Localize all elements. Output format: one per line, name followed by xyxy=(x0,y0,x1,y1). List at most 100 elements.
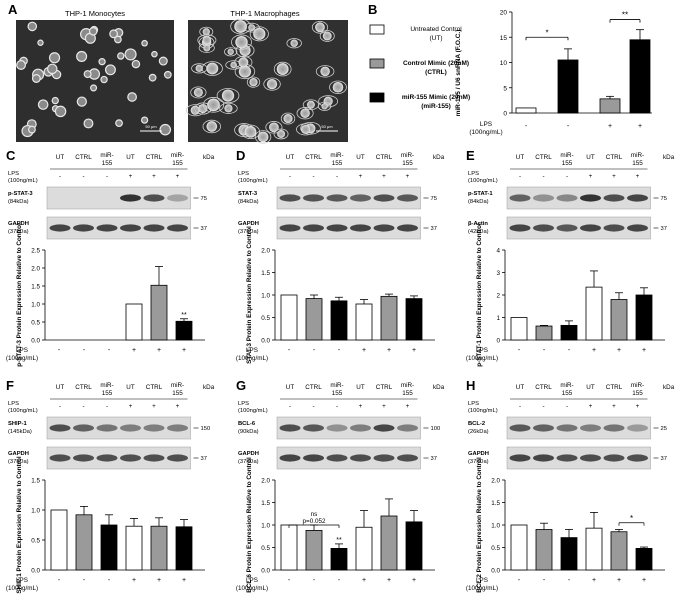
cell xyxy=(224,47,238,57)
lane-label: UT xyxy=(516,384,525,391)
panel-letter: E xyxy=(466,148,475,163)
blot-band xyxy=(326,224,348,232)
lps-sign: - xyxy=(83,347,86,354)
marker-label: 37 xyxy=(201,226,207,232)
y-tick-label: 1.0 xyxy=(261,292,270,299)
blot-band xyxy=(279,194,301,202)
blot-band xyxy=(397,424,418,432)
lane-lps-sign: - xyxy=(59,173,61,180)
blot-kda-label: (90kDa) xyxy=(238,429,259,435)
cell-body xyxy=(33,75,40,82)
blot-band xyxy=(49,424,71,432)
blot-band xyxy=(73,424,94,432)
bar xyxy=(380,295,398,341)
panel-g: G UT-CTRL-miR-155-UT+CTRL+miR-155+kDaLPS(… xyxy=(236,378,445,593)
bar xyxy=(305,298,323,341)
cell-body xyxy=(221,89,235,102)
lps-sign: + xyxy=(642,577,646,584)
cell-body xyxy=(332,81,344,93)
legend-swatch-ctrl xyxy=(369,58,385,69)
blot-protein-label: p-STAT-3 xyxy=(8,191,33,197)
lps-sign: + xyxy=(132,577,136,584)
bar xyxy=(535,325,553,341)
blot-band xyxy=(533,424,554,432)
y-tick-label: 0 xyxy=(496,337,500,344)
lane-label: 155 xyxy=(172,160,183,167)
cell-body xyxy=(115,36,121,43)
micrograph-right-title: THP-1 Macrophages xyxy=(230,9,299,18)
cell xyxy=(246,76,261,88)
cell-body xyxy=(128,93,136,101)
bar xyxy=(510,317,528,341)
blot-kda-label: (37kDa) xyxy=(238,229,259,235)
lps-sign: - xyxy=(58,577,61,584)
marker-label: 75 xyxy=(661,196,667,202)
bar xyxy=(75,514,93,571)
blot-band xyxy=(533,454,554,462)
lane-lps-sign: + xyxy=(152,173,156,180)
lane-label: 155 xyxy=(102,160,113,167)
lps-sign: - xyxy=(567,123,570,130)
blot-band xyxy=(373,424,395,432)
blot-band xyxy=(350,224,371,232)
lps-header-label: (100ng/mL) xyxy=(8,408,38,414)
marker-label: 37 xyxy=(431,456,437,462)
kda-label: kDa xyxy=(433,154,445,161)
panel-letter: D xyxy=(236,148,245,163)
panel-h: H UT-CTRL-miR-155-UT+CTRL+miR-155+kDaLPS(… xyxy=(466,378,675,593)
lane-label: 155 xyxy=(632,160,643,167)
cell-body xyxy=(84,71,91,77)
blot-band xyxy=(509,454,531,462)
lps-sign: - xyxy=(83,577,86,584)
lps-sign: - xyxy=(313,577,316,584)
marker-label: 150 xyxy=(201,426,211,432)
lane-label: CTRL xyxy=(606,154,623,161)
lane-label: UT xyxy=(56,384,65,391)
x-lps-label: LPS xyxy=(476,347,488,354)
cell-body xyxy=(39,100,48,109)
cell-body xyxy=(38,40,43,45)
lane-lps-sign: + xyxy=(406,173,410,180)
lane-lps-sign: + xyxy=(176,173,180,180)
lane-lps-sign: - xyxy=(336,173,338,180)
lps-header-label: LPS xyxy=(238,171,249,177)
lane-lps-sign: + xyxy=(589,403,593,410)
lane-lps-sign: + xyxy=(406,403,410,410)
lane-label: miR- xyxy=(631,152,644,159)
lps-sign: + xyxy=(362,347,366,354)
lps-header-label: LPS xyxy=(8,171,19,177)
blot-band xyxy=(303,424,324,432)
y-tick-label: 0.0 xyxy=(261,567,270,574)
legend-swatch-mir155 xyxy=(369,92,385,103)
bar xyxy=(125,303,143,341)
cell xyxy=(219,102,238,114)
blot-band xyxy=(96,454,118,462)
lane-label: miR- xyxy=(171,382,184,389)
cell-body xyxy=(224,104,233,113)
panel-letter-b: B xyxy=(368,2,377,17)
legend-sub-ctrl: (CTRL) xyxy=(425,69,447,76)
cell-body xyxy=(198,103,208,114)
bar xyxy=(150,284,168,341)
bar xyxy=(355,303,373,341)
lane-label: UT xyxy=(126,154,135,161)
blot-band xyxy=(73,454,94,462)
lane-label: UT xyxy=(356,384,365,391)
marker-label: 75 xyxy=(201,196,207,202)
panel-letter-a: A xyxy=(8,2,18,17)
y-tick-label: 1.0 xyxy=(491,522,500,529)
lps-sign: - xyxy=(338,347,341,354)
cell-body xyxy=(277,130,286,138)
blot-kda-label: (84kDa) xyxy=(468,199,489,205)
y-tick-label: 0.5 xyxy=(491,545,500,552)
lane-lps-sign: - xyxy=(519,173,521,180)
sig-ns: ns xyxy=(311,511,318,518)
cell-body xyxy=(101,77,107,83)
lane-lps-sign: - xyxy=(542,403,544,410)
y-tick-label: 2.0 xyxy=(31,265,40,272)
bar xyxy=(510,524,528,571)
kda-label: kDa xyxy=(203,384,215,391)
bar xyxy=(355,526,373,571)
cell xyxy=(315,65,335,78)
cell-body xyxy=(116,120,122,126)
